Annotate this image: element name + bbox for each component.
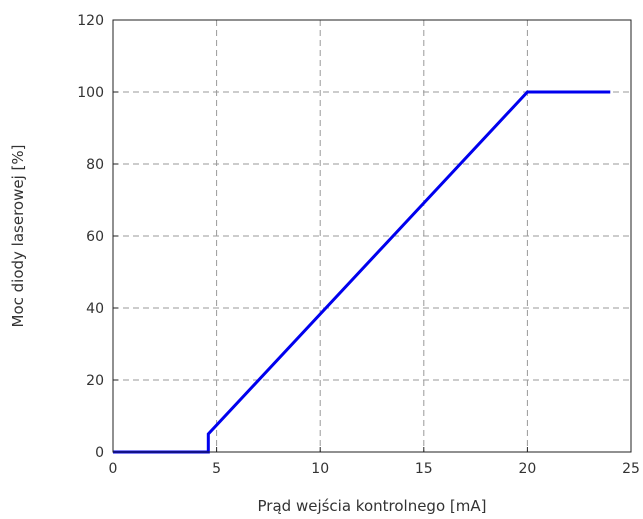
y-tick-label: 40 xyxy=(86,301,104,317)
series-line xyxy=(113,90,611,454)
y-axis: 0 20 40 60 80 100 120 xyxy=(77,13,118,461)
y-tick-label: 60 xyxy=(86,229,104,245)
x-tick-label: 10 xyxy=(311,461,329,477)
x-tick-label: 5 xyxy=(212,461,221,477)
x-tick-label: 0 xyxy=(109,461,118,477)
y-tick-label: 80 xyxy=(86,157,104,173)
x-axis: 0 5 10 15 20 25 xyxy=(109,447,640,477)
y-tick-label: 120 xyxy=(77,13,104,29)
y-tick-label: 20 xyxy=(86,373,104,389)
x-tick-label: 25 xyxy=(622,461,640,477)
y-tick-label: 100 xyxy=(77,85,104,101)
y-tick-label: 0 xyxy=(95,445,104,461)
series-layer xyxy=(113,90,611,454)
x-axis-label: Prąd wejścia kontrolnego [mA] xyxy=(258,497,487,515)
x-tick-label: 15 xyxy=(415,461,433,477)
x-tick-label: 20 xyxy=(518,461,536,477)
y-axis-label: Moc diody laserowej [%] xyxy=(9,145,27,328)
grid xyxy=(113,20,631,452)
